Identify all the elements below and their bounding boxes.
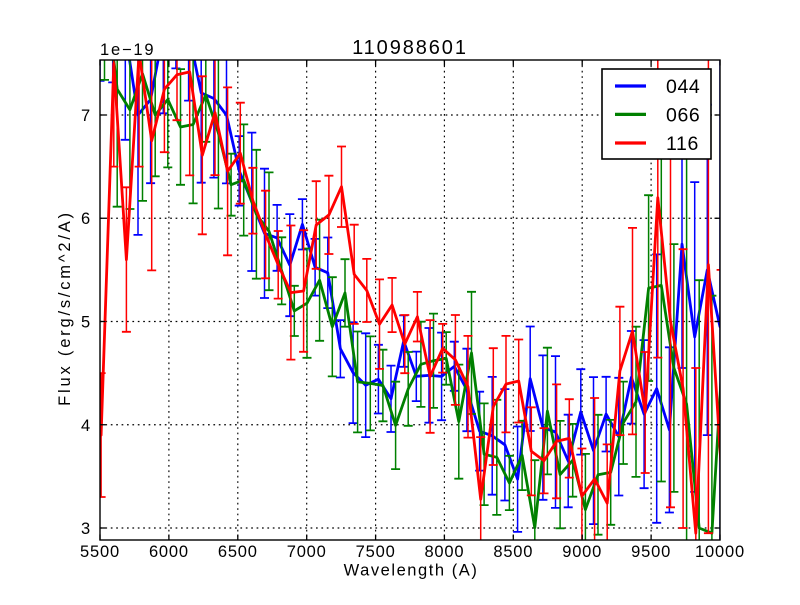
svg-text:5500: 5500 <box>80 543 120 561</box>
svg-text:5: 5 <box>81 314 91 332</box>
svg-text:9500: 9500 <box>631 543 671 561</box>
svg-text:6000: 6000 <box>149 543 189 561</box>
svg-text:6: 6 <box>81 210 91 228</box>
svg-text:10000: 10000 <box>695 543 745 561</box>
svg-text:Wavelength (A): Wavelength (A) <box>344 562 479 580</box>
svg-text:066: 066 <box>666 104 700 126</box>
svg-text:116: 116 <box>666 133 699 155</box>
svg-text:6500: 6500 <box>218 543 258 561</box>
svg-text:7500: 7500 <box>356 543 396 561</box>
svg-text:3: 3 <box>81 520 91 538</box>
svg-text:7: 7 <box>81 107 91 125</box>
svg-text:044: 044 <box>666 76 700 98</box>
svg-text:Flux (erg/s/cm^2/A): Flux (erg/s/cm^2/A) <box>56 210 74 406</box>
svg-text:9000: 9000 <box>562 543 602 561</box>
svg-text:4: 4 <box>81 417 91 435</box>
svg-text:110988601: 110988601 <box>352 37 468 59</box>
svg-text:7000: 7000 <box>287 543 327 561</box>
svg-text:8500: 8500 <box>493 543 533 561</box>
svg-text:1e−19: 1e−19 <box>100 41 155 59</box>
svg-text:8000: 8000 <box>424 543 464 561</box>
